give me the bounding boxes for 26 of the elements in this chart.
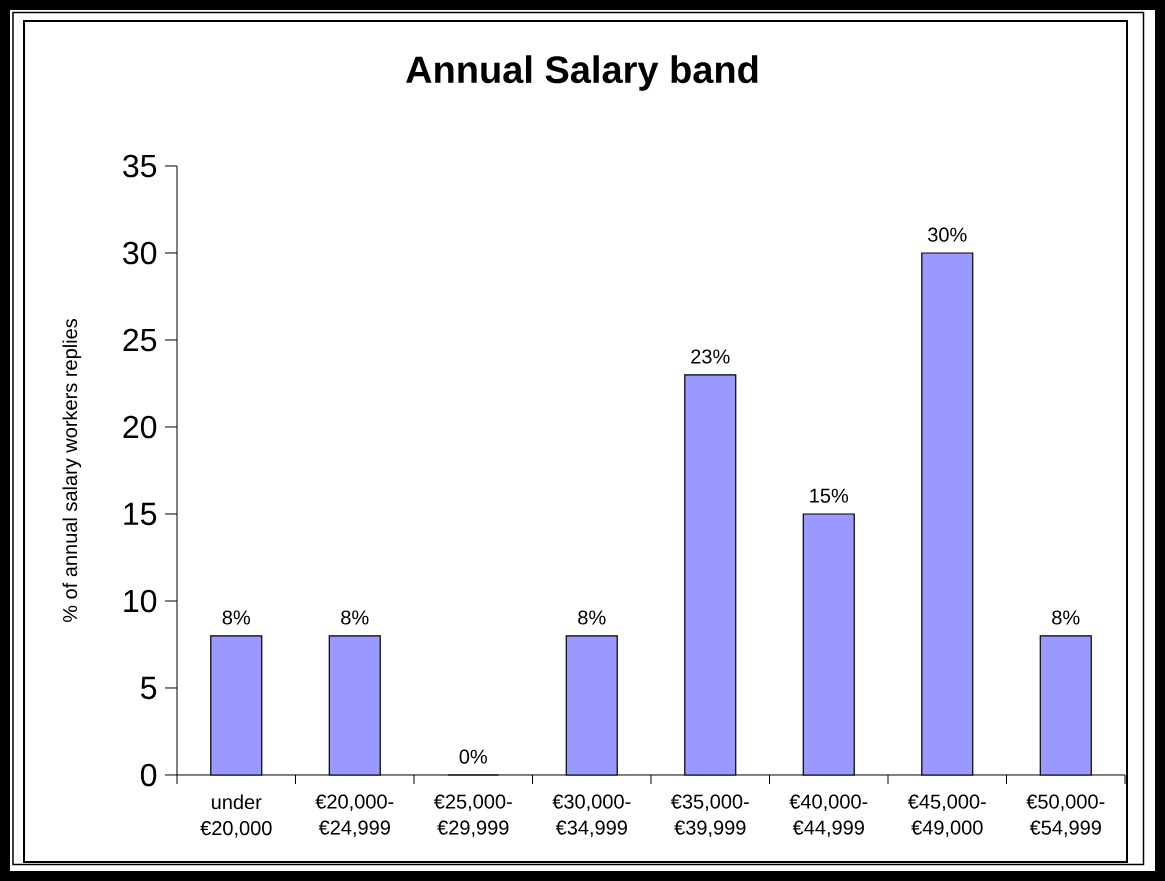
y-tick-label: 10 (124, 589, 157, 613)
x-tick-label: €20,000-€24,999 (315, 794, 394, 838)
y-tick-label: 20 (123, 415, 157, 439)
x-tick-label: €40,000-€44,999 (789, 794, 868, 838)
chart-title: Annual Salary band (406, 55, 758, 91)
data-label: 8% (578, 610, 606, 625)
x-tick-label: €50,000-€54,999 (1026, 794, 1105, 838)
data-label: 30% (928, 227, 967, 242)
y-tick-label: 25 (123, 328, 157, 352)
y-tick-label: 15 (124, 502, 157, 526)
data-label: 23% (691, 349, 730, 364)
y-tick-label: 30 (123, 241, 157, 265)
x-tick-label: €25,000-€29,999 (433, 794, 512, 838)
data-label: 8% (341, 610, 369, 625)
data-label: 8% (222, 610, 250, 625)
y-tick-label: 35 (123, 154, 157, 178)
data-label: 8% (1052, 610, 1080, 625)
data-label: 0% (459, 749, 487, 764)
x-tick-label: €30,000-€34,999 (552, 794, 631, 838)
y-tick-label: 0 (140, 763, 157, 787)
x-tick-label: €45,000-€49,000 (907, 794, 986, 838)
x-tick-label: under €20,000 (200, 794, 272, 838)
data-label: 15% (810, 488, 849, 503)
y-axis-title: % of annual salary workers replies (62, 318, 82, 623)
y-tick-label: 5 (140, 676, 157, 700)
x-tick-label: €35,000-€39,999 (670, 794, 749, 838)
